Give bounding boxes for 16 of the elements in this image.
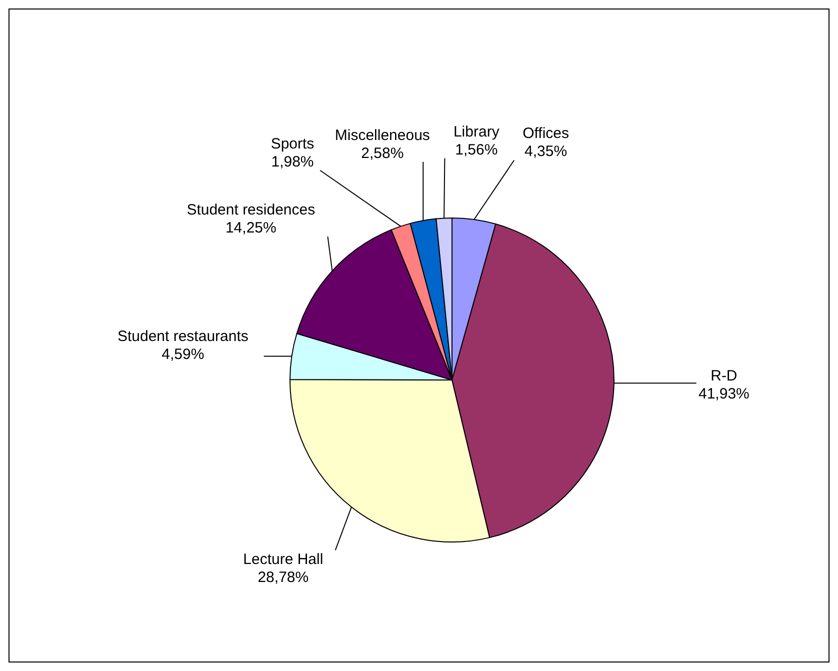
slice-label: Student restaurants [117,328,248,345]
data-label: 4,59% [162,346,204,363]
data-label: 4,35% [524,143,568,160]
slice-label: Lecture Hall [243,551,324,568]
slice-label: Library [453,123,500,140]
data-label: 14,25% [225,219,276,236]
data-label: 1,56% [455,141,498,158]
slice-label: Miscelleneous [334,126,430,144]
data-label: 2,58% [361,144,404,162]
slice-label: Sports [270,135,314,152]
slice-label: Student residences [186,201,316,218]
slice-label: R-D [710,368,738,385]
slice-label: Offices [522,125,570,142]
data-label: 28,78% [258,569,309,586]
data-label: 41,93% [698,386,750,403]
data-label: 1,98% [271,153,314,170]
